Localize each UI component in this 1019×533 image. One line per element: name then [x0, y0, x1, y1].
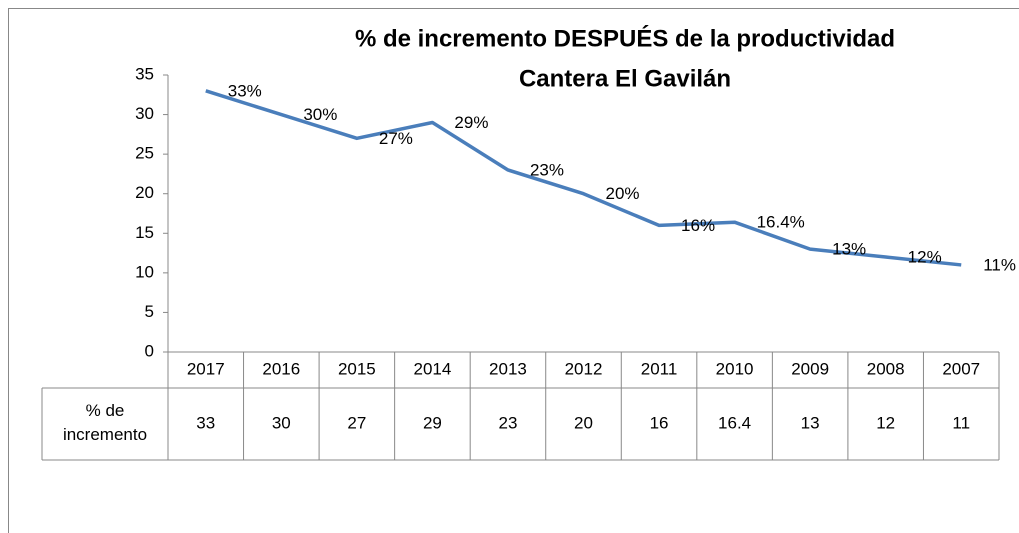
- chart-frame: [8, 8, 1019, 533]
- y-tick-label: 20: [135, 183, 154, 202]
- x-tick-label: 2015: [338, 359, 376, 378]
- x-tick-label: 2011: [641, 359, 678, 378]
- data-label: 16%: [681, 216, 715, 235]
- y-tick-label: 15: [135, 223, 154, 242]
- data-label: 13%: [832, 240, 866, 259]
- x-tick-label: 2013: [489, 359, 527, 378]
- series-line: [205, 89, 962, 267]
- y-tick-label: 35: [135, 64, 154, 83]
- data-label: 27%: [379, 129, 413, 148]
- x-tick-label: 2007: [942, 359, 980, 378]
- table-value: 12: [876, 413, 895, 432]
- x-tick-label: 2008: [867, 359, 905, 378]
- table-row-header: % de incremento: [63, 401, 147, 444]
- table-value: 20: [574, 413, 593, 432]
- data-label: 33%: [228, 81, 262, 100]
- table-value: 29: [423, 413, 442, 432]
- table-value: 23: [498, 413, 517, 432]
- data-label: 23%: [530, 160, 564, 179]
- table-value: 11: [952, 413, 970, 432]
- data-label: 11%: [983, 255, 1016, 274]
- x-tick-label: 2009: [791, 359, 829, 378]
- table-value: 16: [650, 413, 669, 432]
- y-tick-label: 5: [145, 302, 154, 321]
- table-value: 33: [196, 413, 215, 432]
- data-label: 12%: [908, 248, 942, 267]
- x-tick-label: 2016: [262, 359, 300, 378]
- table-value: 16.4: [718, 413, 751, 432]
- table-value: 13: [801, 413, 820, 432]
- table-value: 30: [272, 413, 291, 432]
- x-tick-label: 2014: [413, 359, 451, 378]
- data-label: 20%: [606, 184, 640, 203]
- x-tick-label: 2012: [565, 359, 603, 378]
- y-tick-label: 25: [135, 144, 154, 163]
- x-tick-label: 2017: [187, 359, 225, 378]
- y-tick-label: 0: [145, 341, 154, 360]
- data-label: 29%: [454, 113, 488, 132]
- y-tick-label: 10: [135, 262, 154, 281]
- x-tick-label: 2010: [716, 359, 754, 378]
- data-label: 30%: [303, 105, 337, 124]
- y-tick-label: 30: [135, 104, 154, 123]
- chart-subtitle: Cantera El Gavilán: [519, 65, 731, 92]
- chart-title: % de incremento DESPUÉS de la productivi…: [355, 24, 895, 52]
- table-value: 27: [347, 413, 366, 432]
- data-label: 16.4%: [757, 213, 805, 232]
